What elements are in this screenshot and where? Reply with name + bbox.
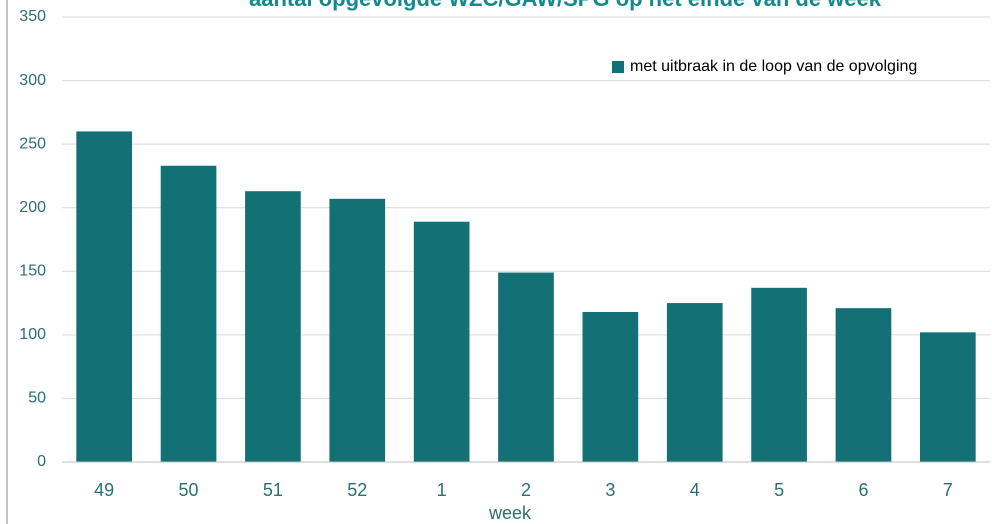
bar: [666, 303, 723, 462]
bar: [751, 287, 807, 462]
x-tick-label: 2: [521, 480, 531, 500]
x-tick-label: 4: [690, 480, 700, 500]
x-tick-label: 3: [605, 480, 615, 500]
y-tick-label: 100: [19, 326, 46, 343]
y-tick-label: 350: [19, 8, 46, 25]
x-tick-label: 52: [347, 480, 367, 500]
x-tick-label: 50: [179, 480, 199, 500]
x-tick-label: 6: [858, 480, 868, 500]
y-tick-label: 150: [19, 263, 46, 280]
y-tick-label: 250: [19, 135, 46, 152]
bar: [919, 332, 976, 462]
chart-title: aantal opgevolgde WZC/GAW/SPG op het ein…: [249, 0, 882, 11]
x-tick-label: 7: [943, 480, 953, 500]
legend-swatch: [612, 61, 624, 73]
x-axis-label: week: [488, 503, 532, 523]
bar: [582, 311, 639, 462]
y-tick-label: 300: [19, 72, 46, 89]
x-tick-label: 1: [437, 480, 447, 500]
bar: [835, 308, 892, 462]
bar: [413, 221, 470, 462]
y-tick-label: 200: [19, 199, 46, 216]
x-tick-label: 49: [94, 480, 114, 500]
x-tick-label: 51: [263, 480, 283, 500]
y-tick-label: 0: [37, 453, 46, 470]
bar: [160, 165, 217, 462]
bar: [245, 191, 301, 462]
bar: [498, 272, 554, 462]
bar: [329, 198, 386, 463]
y-tick-label: 50: [28, 390, 46, 407]
x-tick-label: 5: [774, 480, 784, 500]
legend-label: met uitbraak in de loop van de opvolging: [630, 58, 917, 75]
bar: [76, 131, 133, 462]
